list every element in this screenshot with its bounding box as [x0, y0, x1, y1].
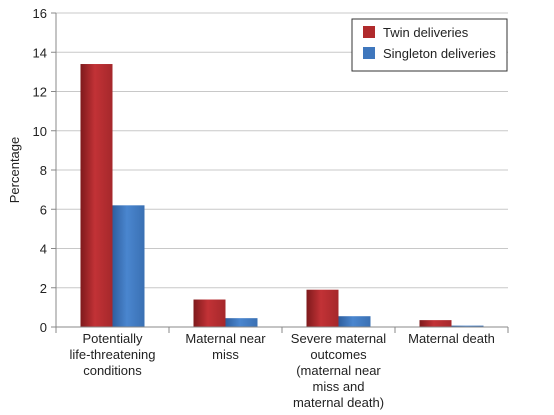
bar-singleton — [112, 205, 145, 327]
x-category-label: Maternal near miss — [185, 331, 266, 362]
bar-singleton — [225, 318, 258, 327]
y-axis-ticks: 0 2 4 6 8 10 12 14 16 — [33, 6, 56, 335]
x-category-label-line: Potentially — [83, 331, 143, 346]
x-category-label: Maternal death — [408, 331, 495, 346]
bar-twin — [193, 299, 226, 327]
y-tick-label: 0 — [40, 320, 47, 335]
legend-swatch — [363, 47, 375, 59]
x-category-label-line: outcomes — [310, 347, 367, 362]
bar-twin — [306, 289, 339, 327]
y-tick-label: 8 — [40, 163, 47, 178]
y-tick-label: 16 — [33, 6, 47, 21]
legend-label: Singleton deliveries — [383, 46, 496, 61]
bar-singleton — [338, 316, 371, 327]
legend-swatch — [363, 26, 375, 38]
x-category-label-line: maternal death) — [293, 395, 384, 410]
bars — [80, 64, 484, 328]
x-category-label-line: miss and — [312, 379, 364, 394]
y-tick-label: 12 — [33, 85, 47, 100]
bar-twin — [80, 64, 113, 328]
x-category-label-line: Maternal death — [408, 331, 495, 346]
x-category-label-line: (maternal near — [296, 363, 381, 378]
legend-box — [351, 18, 508, 72]
y-tick-label: 10 — [33, 124, 47, 139]
x-category-label-line: life-threatening — [70, 347, 156, 362]
y-axis-label: Percentage — [7, 137, 22, 204]
x-category-label-line: Severe maternal — [291, 331, 386, 346]
y-tick-label: 14 — [33, 45, 47, 60]
x-category-label-line: Maternal near — [185, 331, 266, 346]
x-axis-categories: Potentially life-threatening conditions Mat… — [70, 331, 495, 410]
axes — [55, 13, 509, 333]
y-tick-label: 2 — [40, 281, 47, 296]
y-tick-label: 4 — [40, 242, 47, 257]
y-tick-label: 6 — [40, 202, 47, 217]
bar-twin — [419, 320, 452, 327]
x-category-label-line: conditions — [83, 363, 142, 378]
x-category-label: Potentially life-threatening conditions — [70, 331, 156, 378]
legend-label: Twin deliveries — [383, 25, 469, 40]
x-category-label-line: miss — [212, 347, 239, 362]
x-category-label: Severe maternal outcomes (maternal near mis… — [291, 331, 386, 410]
legend: Twin deliveries Singleton deliveries — [351, 18, 508, 72]
bar-singleton — [451, 325, 484, 327]
